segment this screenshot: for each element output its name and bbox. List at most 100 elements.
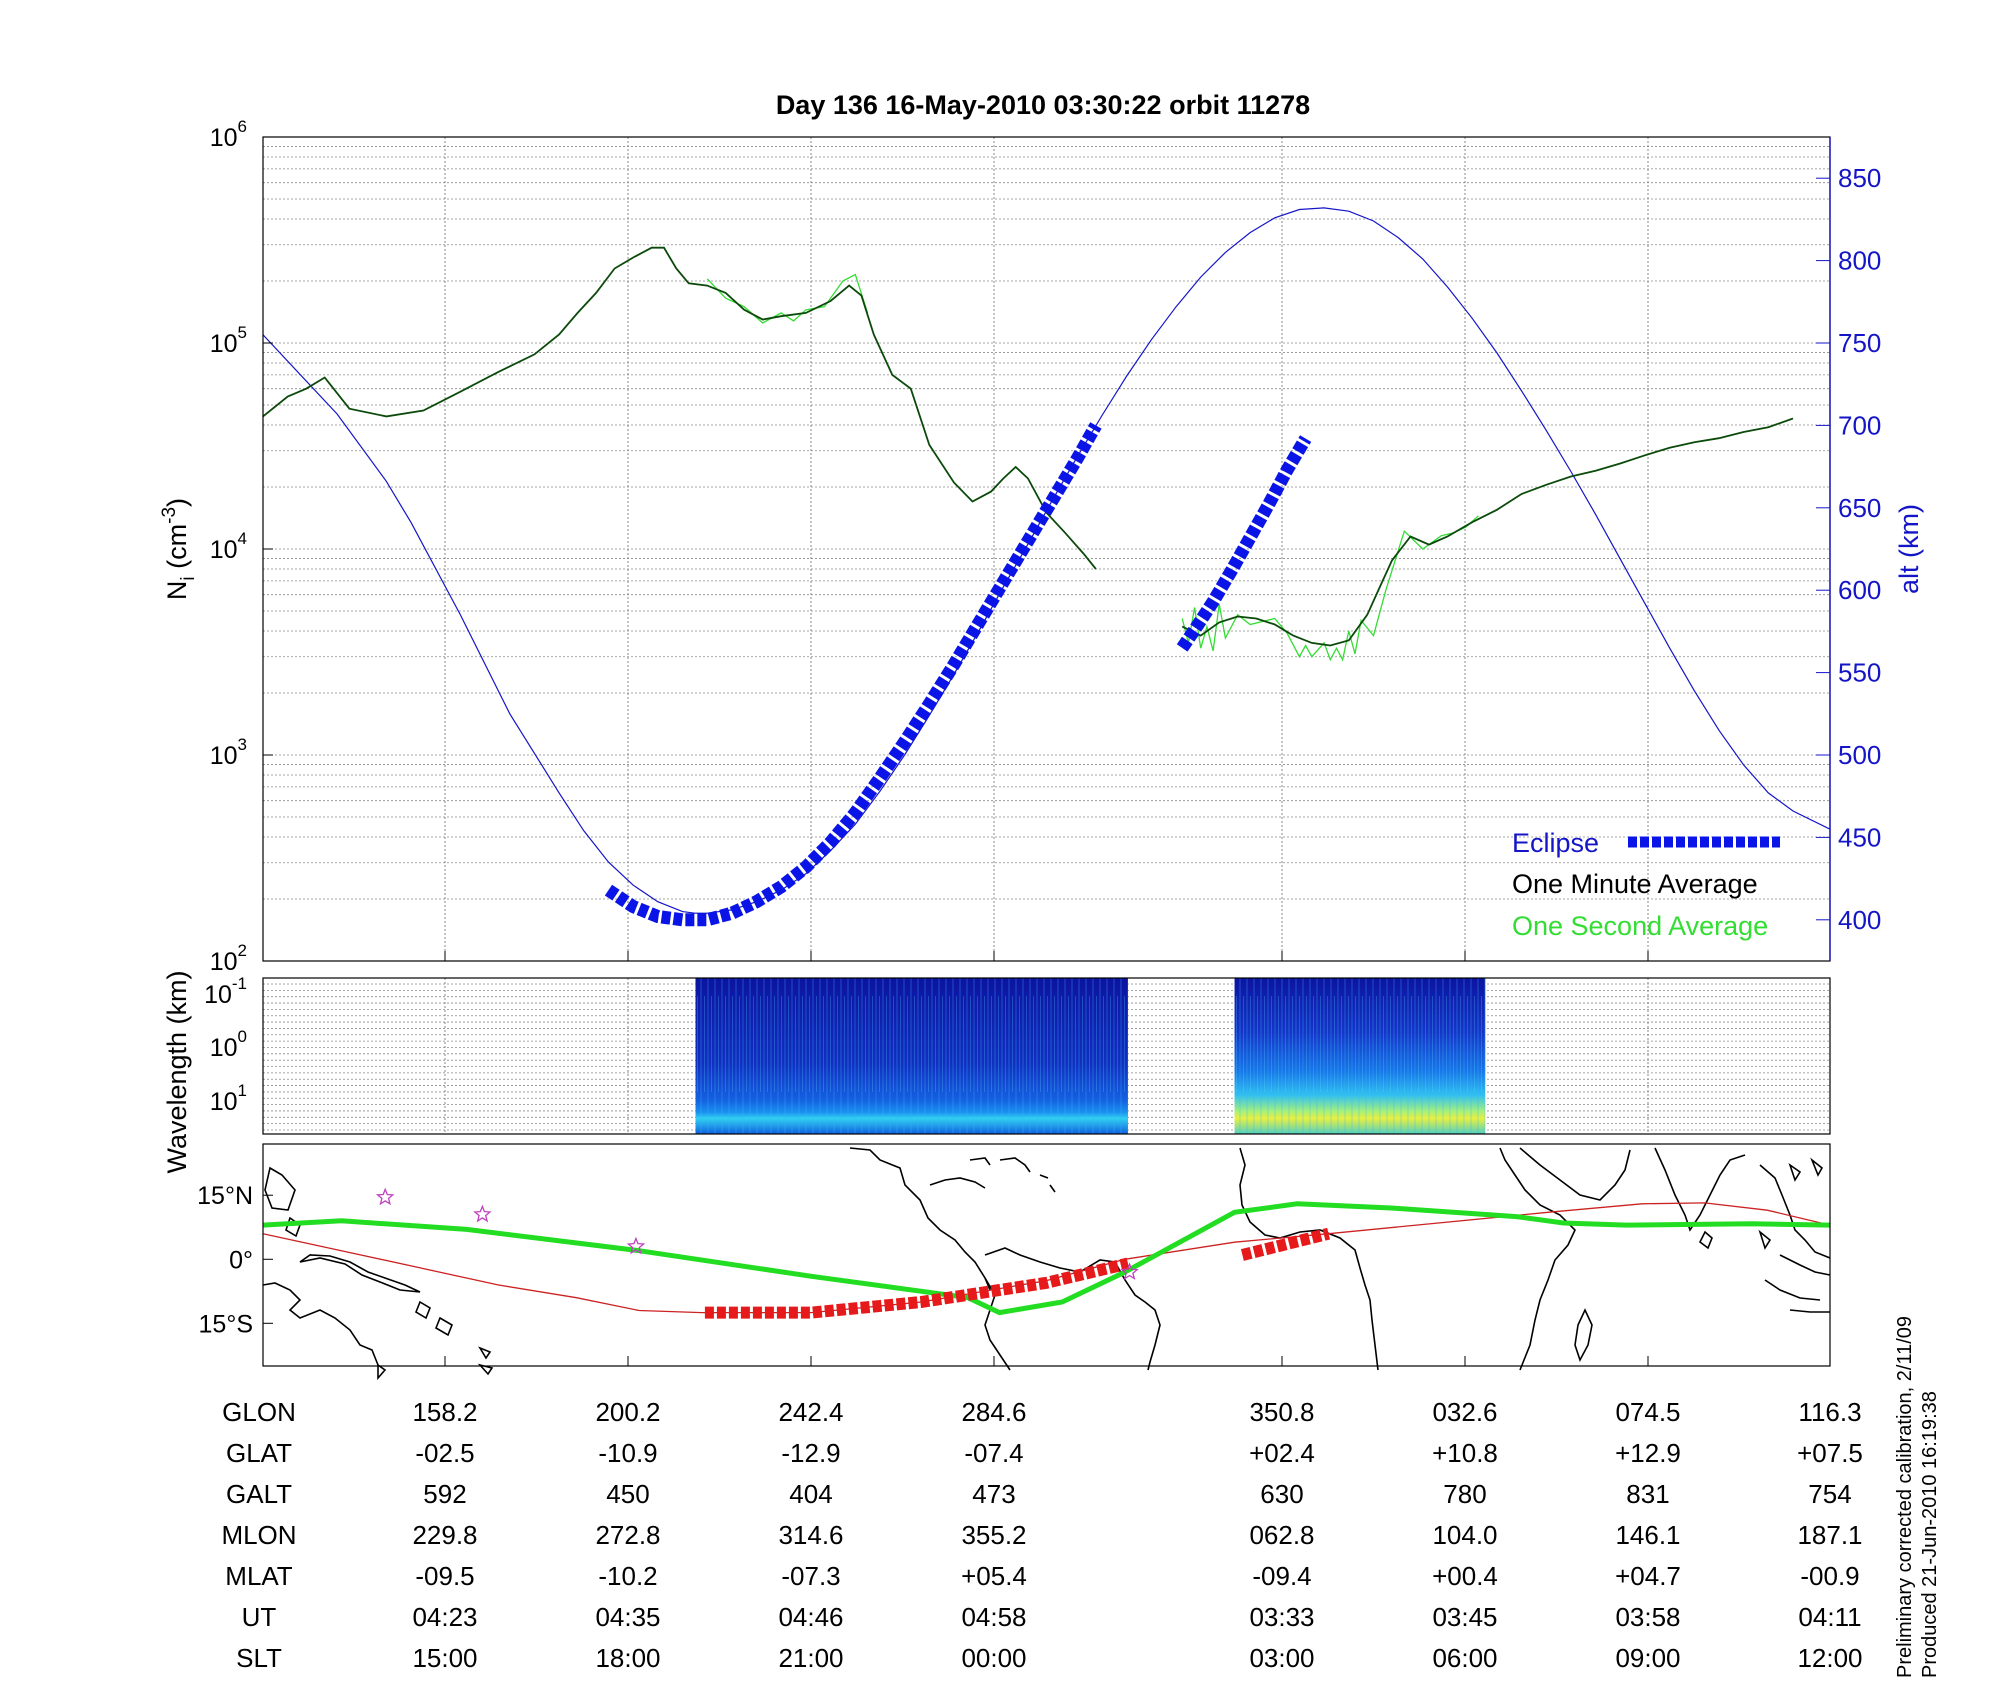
table-cell: 21:00 [778,1643,843,1673]
table-cell: 104.0 [1432,1520,1497,1550]
table-cell: 229.8 [412,1520,477,1550]
series-one-second-average [1181,515,1479,662]
table-cell: -07.3 [781,1561,840,1591]
density-grid [263,146,1830,962]
table-row-label: SLT [236,1643,282,1673]
tick-base: 10 [210,742,238,770]
density-y-tick-label: 105 [210,323,247,358]
tick-base: 10 [210,1088,238,1116]
map-footprint-track [262,1201,1831,1316]
table-cell: 158.2 [412,1397,477,1427]
table-row-label: MLON [221,1520,296,1550]
density-y-tick-label: 104 [210,529,247,564]
table-cell: 074.5 [1615,1397,1680,1427]
series-eclipse [1176,435,1312,652]
table-cell: 592 [423,1479,466,1509]
table-cell: -07.4 [964,1438,1023,1468]
coastline-madagascar [1574,1308,1593,1363]
table-cell: 06:00 [1432,1643,1497,1673]
wavelength-spectrogram [695,978,1486,1134]
chart-title: Day 136 16-May-2010 03:30:22 orbit 11278 [776,90,1310,120]
table-cell: +00.4 [1432,1561,1498,1591]
table-cell: 350.8 [1249,1397,1314,1427]
map-orbit-line [262,1202,1831,1314]
table-cell: 04:58 [961,1602,1026,1632]
table-cell: 062.8 [1249,1520,1314,1550]
table-row-label: GLAT [226,1438,292,1468]
table-cell: -12.9 [781,1438,840,1468]
table-cell: 450 [606,1479,649,1509]
density-y-tick-label: 103 [210,735,247,770]
altitude-y-tick-label: 450 [1838,822,1881,852]
table-cell: 12:00 [1797,1643,1862,1673]
coastline-se-asia [1759,1164,1831,1313]
coastline-india [1654,1147,1746,1232]
wavelength-y-tick-label: 101 [210,1081,247,1116]
table-row-label: MLAT [225,1561,293,1591]
table-cell: 355.2 [961,1520,1026,1550]
table-cell: -02.5 [415,1438,474,1468]
spectrogram-streaks [1234,978,1486,1134]
table-cell: 187.1 [1797,1520,1862,1550]
table-cell: 03:58 [1615,1602,1680,1632]
altitude-y-tick-label: 650 [1838,493,1881,523]
table-cell: 18:00 [595,1643,660,1673]
altitude-y-tick-label: 750 [1838,328,1881,358]
density-y-tick-label: 106 [210,117,247,152]
map-star-marker [473,1204,492,1223]
table-cell: -09.5 [415,1561,474,1591]
map-eclipse-segment [704,1257,1130,1319]
tick-base: 10 [210,536,238,564]
coastline-east-africa [1499,1147,1576,1371]
spectrogram-streaks [695,978,1128,1134]
map-y-tick-label: 15°S [199,1310,253,1338]
map-star-marker [626,1236,646,1255]
coastline-caribbean [929,1157,1056,1193]
density-y-label-exp: -3 [159,507,180,524]
tick-exponent: 4 [238,529,247,548]
altitude-y-tick-label: 600 [1838,575,1881,605]
coastline-africa [1239,1147,1379,1371]
table-cell: 473 [972,1479,1015,1509]
table-cell: 200.2 [595,1397,660,1427]
table-cell: 03:00 [1249,1643,1314,1673]
table-cell: 00:00 [961,1643,1026,1673]
table-row-label: UT [242,1602,277,1632]
table-cell: 831 [1626,1479,1669,1509]
density-y-label-unit: (cm [162,524,192,576]
table-row-label: GLON [222,1397,296,1427]
table-cell: 754 [1808,1479,1851,1509]
table-row-label: GALT [226,1479,292,1509]
table-cell: 780 [1443,1479,1486,1509]
table-cell: +07.5 [1797,1438,1863,1468]
table-cell: 04:11 [1798,1602,1861,1632]
table-cell: 04:46 [778,1602,843,1632]
wavelength-frame [262,977,1831,1135]
table-cell: 032.6 [1432,1397,1497,1427]
map-frame [262,1143,1831,1367]
table-cell: 09:00 [1615,1643,1680,1673]
coastline-new-zealand [377,1363,387,1381]
table-cell: 272.8 [595,1520,660,1550]
table-cell: 242.4 [778,1397,843,1427]
altitude-y-tick-label: 850 [1838,163,1881,193]
footer-line-2: Produced 21-Jun-2010 16:19:38 [1919,1391,1941,1678]
density-y-label-main: N [162,581,192,601]
table-cell: +02.4 [1249,1438,1315,1468]
tick-base: 10 [210,330,238,358]
density-series [263,207,1830,927]
series-eclipse [604,422,1102,927]
coastline-sri-lanka [1698,1230,1713,1250]
density-y-label-sub: i [178,576,199,580]
series-one-minute-average [1181,417,1794,647]
table-cell: +10.8 [1432,1438,1498,1468]
tick-base: 10 [210,1034,238,1062]
table-cell: 116.3 [1798,1397,1861,1427]
table-cell: 146.1 [1615,1520,1680,1550]
tick-exponent: -1 [232,974,247,993]
tick-base: 10 [210,948,238,976]
coastlines [262,1147,1831,1381]
